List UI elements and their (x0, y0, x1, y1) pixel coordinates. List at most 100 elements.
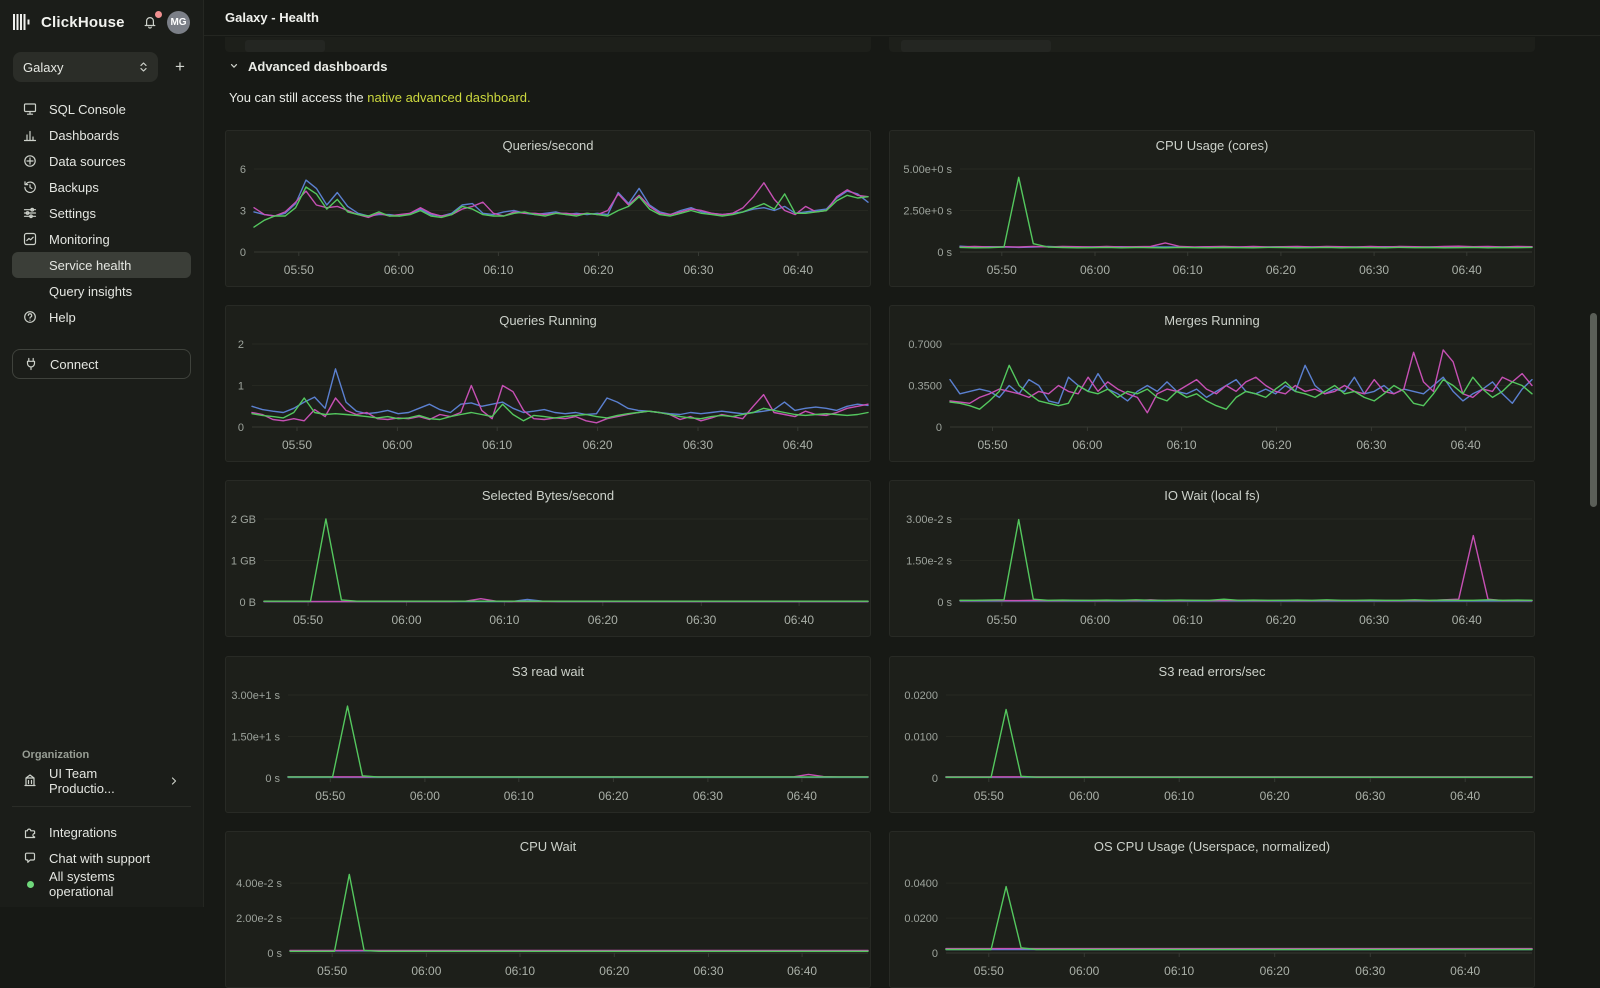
sidebar-item-query-insights[interactable]: Query insights (12, 278, 191, 304)
svg-text:06:00: 06:00 (1072, 438, 1102, 452)
svg-text:06:40: 06:40 (1450, 964, 1480, 978)
svg-text:06:20: 06:20 (583, 263, 613, 277)
sidebar-item-label: Query insights (49, 283, 133, 299)
svg-text:06:10: 06:10 (505, 964, 535, 978)
sidebar-item-dashboards[interactable]: Dashboards (12, 122, 191, 148)
chart-panel-cpu-wait[interactable]: CPU Wait 4.00e-2 s 2.00e-2 s 0 s 05:50 06:00… (225, 831, 871, 988)
partial-panel-above-left (225, 37, 871, 52)
user-avatar[interactable]: MG (167, 10, 190, 34)
service-selector[interactable]: Galaxy (13, 52, 158, 82)
sidebar-item-service-health[interactable]: Service health (12, 252, 191, 278)
partial-panel-pill (245, 40, 325, 52)
sidebar-item-label: Monitoring (49, 231, 110, 247)
svg-text:06:30: 06:30 (683, 438, 713, 452)
svg-text:06:40: 06:40 (787, 789, 817, 803)
svg-text:0: 0 (932, 948, 938, 960)
chart-panel-queries-per-second[interactable]: Queries/second 6 3 0 05:50 06:00 06:10 06:20 06… (225, 130, 871, 287)
chart-panel-s3-read-wait[interactable]: S3 read wait 3.00e+1 s 1.50e+1 s 0 s 05:50 0… (225, 656, 871, 813)
chart-panel-cpu-usage[interactable]: CPU Usage (cores) 5.00e+0 s 2.50e+0 s 0 s 0… (889, 130, 1535, 287)
svg-text:05:50: 05:50 (317, 964, 347, 978)
chart-panel-merges-running[interactable]: Merges Running 0.7000 0.3500 0 05:50 06:00 06… (889, 305, 1535, 462)
svg-text:0: 0 (238, 422, 244, 434)
connect-button[interactable]: Connect (12, 349, 191, 379)
section-title: Advanced dashboards (248, 59, 388, 74)
sidebar-item-integrations[interactable]: Integrations (12, 819, 191, 845)
svg-text:06:10: 06:10 (1164, 964, 1194, 978)
main-area: Galaxy - Health Advanced dashboards You … (204, 0, 1600, 988)
svg-text:06:40: 06:40 (783, 263, 813, 277)
chart-panel-io-wait[interactable]: IO Wait (local fs) 3.00e-2 s 1.50e-2 s 0 s… (889, 480, 1535, 637)
select-chevrons-icon (139, 61, 148, 73)
organization-switcher[interactable]: UI Team Productio... (12, 766, 191, 796)
add-service-button[interactable]: + (175, 57, 185, 76)
sidebar-item-monitoring[interactable]: Monitoring (12, 226, 191, 252)
svg-text:06:20: 06:20 (1260, 964, 1290, 978)
svg-text:05:50: 05:50 (974, 964, 1004, 978)
svg-text:0 s: 0 s (937, 247, 952, 259)
svg-text:06:00: 06:00 (382, 438, 412, 452)
svg-text:06:20: 06:20 (598, 789, 628, 803)
svg-text:05:50: 05:50 (987, 613, 1017, 627)
help-circle-icon (22, 309, 38, 325)
svg-text:0 s: 0 s (937, 597, 952, 609)
sidebar-item-backups[interactable]: Backups (12, 174, 191, 200)
svg-text:06:30: 06:30 (1355, 964, 1385, 978)
page-header: Galaxy - Health (204, 0, 1600, 36)
organization-section-label: Organization (22, 749, 90, 761)
scrollbar[interactable] (1590, 313, 1597, 507)
svg-text:06:00: 06:00 (391, 613, 421, 627)
svg-text:06:40: 06:40 (1452, 613, 1482, 627)
chart-panel-queries-running[interactable]: Queries Running 2 1 0 05:50 06:00 06:10 06:20 0… (225, 305, 871, 462)
svg-text:0 s: 0 s (267, 948, 282, 960)
svg-text:06:30: 06:30 (1359, 263, 1389, 277)
svg-text:3.00e+1 s: 3.00e+1 s (231, 690, 280, 702)
svg-text:1.50e-2 s: 1.50e-2 s (906, 556, 952, 568)
notifications-bell-icon[interactable] (141, 11, 162, 31)
chevron-down-icon (229, 59, 239, 74)
chart-title: IO Wait (local fs) (1164, 488, 1260, 503)
chart-title: Queries/second (502, 138, 594, 153)
console-icon (22, 101, 38, 117)
svg-text:0.3500: 0.3500 (908, 381, 942, 393)
svg-text:0.0200: 0.0200 (904, 913, 938, 925)
partial-panel-pill (901, 40, 1051, 52)
svg-text:06:20: 06:20 (1266, 613, 1296, 627)
chart-panel-selected-bytes[interactable]: Selected Bytes/second 2 GB 1 GB 0 B 05:50 06… (225, 480, 871, 637)
svg-text:3: 3 (240, 206, 246, 218)
chart-panel-s3-read-errors[interactable]: S3 read errors/sec 0.0200 0.0100 0 05:50 06:… (889, 656, 1535, 813)
sidebar-item-label: Integrations (49, 824, 117, 840)
sidebar-item-settings[interactable]: Settings (12, 200, 191, 226)
svg-text:06:10: 06:10 (504, 789, 534, 803)
svg-text:4.00e-2 s: 4.00e-2 s (236, 878, 282, 890)
native-dashboard-link[interactable]: native advanced dashboard. (367, 90, 531, 105)
chart-line-icon (22, 231, 38, 247)
svg-text:1: 1 (238, 381, 244, 393)
svg-text:06:10: 06:10 (483, 263, 513, 277)
sidebar-item-label: Backups (49, 179, 99, 195)
sidebar-item-label: SQL Console (49, 101, 126, 117)
sidebar-item-help[interactable]: Help (12, 304, 191, 330)
svg-text:2: 2 (238, 339, 244, 351)
svg-text:06:30: 06:30 (1356, 438, 1386, 452)
notification-dot (155, 11, 162, 18)
sidebar-item-sql-console[interactable]: SQL Console (12, 96, 191, 122)
chart-title: S3 read wait (511, 664, 585, 679)
svg-text:5.00e+0 s: 5.00e+0 s (903, 164, 952, 176)
chart-panel-os-cpu-usage[interactable]: OS CPU Usage (Userspace, normalized) 0.0… (889, 831, 1535, 988)
connect-button-label: Connect (50, 356, 99, 372)
system-status[interactable]: All systems operational (12, 869, 191, 899)
advanced-dashboards-toggle[interactable]: Advanced dashboards (229, 59, 387, 74)
svg-text:06:40: 06:40 (784, 613, 814, 627)
svg-text:0 s: 0 s (265, 773, 280, 785)
svg-text:06:30: 06:30 (1355, 789, 1385, 803)
sidebar-nav: SQL Console Dashboards Data sources Back… (0, 86, 203, 330)
svg-text:06:10: 06:10 (1167, 438, 1197, 452)
svg-text:0.0400: 0.0400 (904, 878, 938, 890)
status-label: All systems operational (49, 869, 115, 899)
svg-text:06:40: 06:40 (1452, 263, 1482, 277)
organization-name: UI Team Productio... (49, 766, 115, 796)
sidebar-bottom: Organization UI Team Productio... Integr… (0, 749, 203, 907)
brand-name: ClickHouse (41, 13, 125, 31)
sidebar-item-data-sources[interactable]: Data sources (12, 148, 191, 174)
sidebar-item-chat-support[interactable]: Chat with support (12, 845, 191, 871)
